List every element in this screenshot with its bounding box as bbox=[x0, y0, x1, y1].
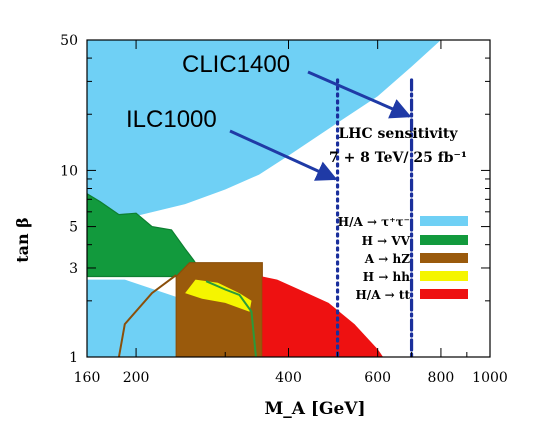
x-tick-label: 800 bbox=[428, 370, 455, 386]
y-tick-label: 50 bbox=[60, 33, 78, 49]
legend-swatch bbox=[420, 271, 468, 281]
clic1400-label: CLIC1400 bbox=[182, 51, 290, 78]
region-6 bbox=[262, 276, 384, 357]
legend-swatch bbox=[420, 289, 468, 299]
region-5 bbox=[185, 279, 252, 312]
legend-swatch bbox=[420, 216, 468, 226]
legend-label: H/A → τ⁺τ⁻ bbox=[338, 215, 410, 229]
vv-contour bbox=[205, 280, 257, 357]
sensitivity-lines bbox=[335, 78, 414, 359]
x-tick-label: 400 bbox=[275, 370, 302, 386]
legend-swatch bbox=[420, 253, 468, 263]
lhc-annotation-line2: 7 + 8 TeV/ 25 fb⁻¹ bbox=[329, 150, 467, 166]
plot-regions bbox=[87, 40, 490, 357]
x-tick-label: 1000 bbox=[472, 370, 508, 386]
legend: H/A → τ⁺τ⁻ H → VV A → hZ H → hh H/A → tt bbox=[338, 215, 468, 302]
legend-label: H → VV bbox=[362, 234, 411, 248]
hz-contour-left bbox=[117, 274, 177, 357]
x-tick-label: 160 bbox=[74, 370, 101, 386]
legend-label: A → hZ bbox=[364, 252, 410, 266]
y-axis-label: tan β bbox=[13, 217, 32, 263]
x-tick-label: 600 bbox=[364, 370, 391, 386]
ilc1000-label: ILC1000 bbox=[126, 106, 217, 133]
legend-label: H → hh bbox=[363, 270, 410, 284]
x-axis-label: M_A [GeV] bbox=[264, 399, 365, 419]
y-tick-label: 10 bbox=[60, 163, 78, 179]
y-tick-label: 3 bbox=[69, 261, 78, 277]
clic1400-arrow bbox=[307, 70, 412, 119]
legend-label: H/A → tt bbox=[355, 288, 410, 302]
legend-swatch bbox=[420, 235, 468, 245]
axis-ticks: 160 200 400 600 800 1000 1 3 5 10 50 bbox=[60, 33, 508, 386]
y-tick-label: 1 bbox=[69, 350, 78, 366]
region-1 bbox=[87, 40, 490, 230]
ilc1000-arrow bbox=[229, 129, 338, 181]
x-tick-label: 200 bbox=[123, 370, 150, 386]
lhc-annotation-line1: LHC sensitivity bbox=[338, 126, 458, 142]
y-tick-label: 5 bbox=[69, 220, 78, 236]
region-2 bbox=[87, 279, 177, 357]
